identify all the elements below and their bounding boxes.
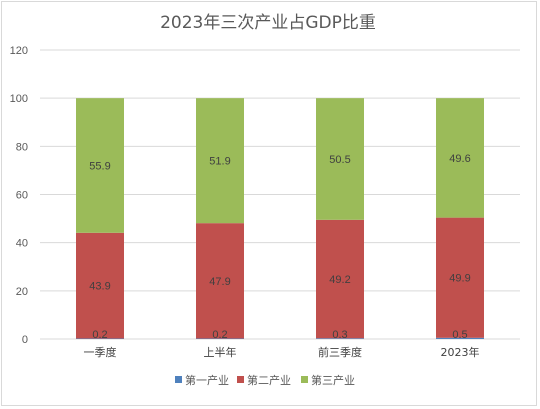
category-label: 前三季度	[318, 345, 362, 359]
y-tick-label: 0	[22, 334, 28, 346]
bar-segment	[196, 98, 244, 224]
category-label: 一季度	[84, 345, 117, 359]
y-tick-label: 100	[10, 93, 28, 105]
y-tick-label: 60	[16, 190, 28, 202]
data-label: 50.5	[329, 154, 350, 166]
bar-segment	[316, 338, 364, 339]
data-label: 0.5	[452, 329, 467, 341]
data-label: 0.2	[212, 329, 227, 341]
category-label: 2023年	[441, 345, 480, 359]
data-label: 55.9	[89, 160, 110, 172]
bars-layer	[76, 98, 484, 339]
data-label: 49.6	[449, 153, 470, 165]
data-label: 49.9	[449, 273, 470, 285]
y-tick-label: 20	[16, 286, 28, 298]
data-label: 47.9	[209, 276, 230, 288]
y-tick-label: 40	[16, 238, 28, 250]
legend-label: 第一产业	[185, 373, 229, 387]
legend-swatch	[301, 376, 308, 383]
data-label: 0.2	[92, 329, 107, 341]
legend: 第一产业 第二产业 第三产业	[175, 373, 355, 387]
data-label: 43.9	[89, 281, 110, 293]
legend-label: 第二产业	[247, 373, 291, 387]
bar-segment	[316, 219, 364, 339]
labels-layer: 0.2 43.9 55.9 一季度 0.2 47.9 51.9 上半年 0.3 49.2 50.5 前…	[84, 153, 480, 359]
bar-segment	[436, 217, 484, 338]
bar-segment	[316, 98, 364, 220]
legend-swatch	[175, 376, 182, 383]
bar-segment	[196, 223, 244, 339]
y-tick-label: 80	[16, 141, 28, 153]
category-label: 上半年	[204, 345, 237, 359]
chart-title: 2023年三次产业占GDP比重	[160, 13, 376, 33]
bar-segment	[436, 337, 484, 339]
y-tick-label: 120	[10, 45, 28, 57]
data-label: 0.3	[332, 329, 347, 341]
legend-label: 第三产业	[311, 373, 355, 387]
data-label: 49.2	[329, 274, 350, 286]
data-label: 51.9	[209, 156, 230, 168]
bar-segment	[76, 232, 124, 339]
bar-segment	[436, 98, 484, 218]
bar-segment	[76, 98, 124, 233]
legend-swatch	[237, 376, 244, 383]
